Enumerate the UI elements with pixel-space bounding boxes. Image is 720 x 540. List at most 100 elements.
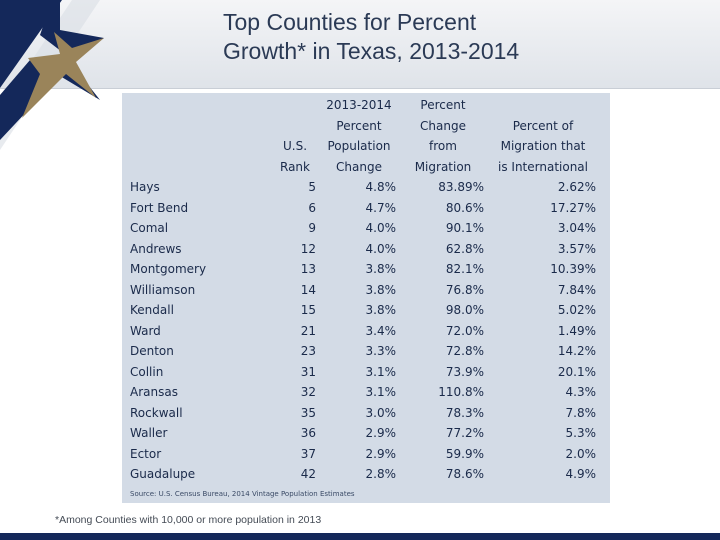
header-line: Population — [327, 139, 391, 153]
table-row: Ward 21 3.4% 72.0% 1.49% — [127, 321, 599, 342]
migration-cell: 77.2% — [445, 426, 484, 440]
table-row: Andrews 12 4.0% 62.8% 3.57% — [127, 239, 599, 260]
table-row: Denton 23 3.3% 72.8% 14.2% — [127, 341, 599, 362]
international-cell: 2.0% — [565, 446, 597, 461]
county-cell: Hays — [130, 180, 160, 194]
header-line: Percent — [336, 118, 382, 133]
header-line: U.S. — [282, 139, 308, 153]
pop-change-cell: 3.0% — [365, 405, 397, 420]
bottom-bar — [0, 533, 720, 540]
international-cell: 2.62% — [557, 180, 596, 194]
rank-cell: 31 — [300, 364, 316, 379]
table-row: Hays 5 4.8% 83.89% 2.62% — [127, 177, 599, 198]
county-cell: Waller — [130, 426, 168, 440]
international-column-header: Percent of Migration that is Internation… — [487, 95, 599, 177]
header-line: Migration that — [500, 139, 586, 153]
table-row: Comal 9 4.0% 90.1% 3.04% — [127, 218, 599, 239]
migration-cell: 83.89% — [438, 180, 484, 194]
header-line: Change — [336, 159, 382, 174]
international-cell: 14.2% — [557, 344, 596, 358]
international-cell: 3.04% — [557, 221, 596, 235]
title-line-2: Growth* in Texas, 2013-2014 — [223, 38, 520, 64]
pop-change-cell: 3.8% — [365, 282, 397, 297]
header-line: Migration — [414, 159, 472, 174]
pop-change-cell: 4.0% — [365, 221, 397, 235]
rank-cell: 42 — [300, 467, 316, 481]
rank-cell: 14 — [300, 282, 316, 297]
footnote: *Among Counties with 10,000 or more popu… — [55, 514, 322, 526]
pop-change-cell: 4.7% — [365, 200, 397, 215]
migration-column-header: Percent Change from Migration — [399, 95, 487, 177]
rank-cell: 6 — [308, 200, 316, 215]
table-body: Hays 5 4.8% 83.89% 2.62% Fort Bend 6 4.7% 80.6% 1… — [127, 177, 599, 485]
table-header-row: U.S. Rank 2013-2014 Percent Population C… — [127, 95, 599, 177]
migration-cell: 110.8% — [438, 385, 484, 399]
header-line: Rank — [280, 159, 310, 174]
title-line-1: Top Counties for Percent — [223, 9, 477, 35]
data-table-container: U.S. Rank 2013-2014 Percent Population C… — [122, 93, 610, 503]
international-cell: 7.8% — [565, 405, 597, 420]
county-cell: Collin — [130, 364, 164, 379]
header-line: Change — [420, 118, 466, 133]
source-note: Source: U.S. Census Bureau, 2014 Vintage… — [130, 490, 355, 498]
star-logo-icon — [0, 0, 104, 150]
rank-cell: 35 — [300, 405, 316, 420]
migration-cell: 78.3% — [445, 405, 484, 420]
rank-cell: 23 — [300, 344, 316, 358]
rank-cell: 21 — [300, 323, 316, 338]
county-cell: Montgomery — [130, 262, 207, 276]
header-line: is International — [498, 159, 588, 174]
pop-change-cell: 3.4% — [365, 323, 397, 338]
pop-change-cell: 2.9% — [365, 426, 397, 440]
pop-change-cell: 3.3% — [365, 344, 397, 358]
county-cell: Kendall — [130, 303, 174, 317]
rank-cell: 15 — [300, 303, 316, 317]
pop-change-cell: 4.8% — [365, 180, 397, 194]
pop-change-cell: 3.1% — [365, 364, 397, 379]
table-row: Aransas 32 3.1% 110.8% 4.3% — [127, 382, 599, 403]
header-line: Percent — [420, 98, 466, 112]
county-cell: Rockwall — [130, 405, 183, 420]
county-cell: Comal — [130, 221, 169, 235]
table-row: Montgomery 13 3.8% 82.1% 10.39% — [127, 259, 599, 280]
international-cell: 3.57% — [557, 241, 596, 256]
county-column-header — [127, 95, 271, 177]
rank-cell: 12 — [300, 241, 316, 256]
pop-change-cell: 3.8% — [365, 303, 397, 317]
pop-change-cell: 3.1% — [365, 385, 397, 399]
county-cell: Ward — [130, 323, 161, 338]
county-cell: Andrews — [130, 241, 182, 256]
migration-cell: 78.6% — [445, 467, 484, 481]
county-growth-table: U.S. Rank 2013-2014 Percent Population C… — [127, 95, 599, 485]
migration-cell: 73.9% — [445, 364, 484, 379]
pop-change-cell: 2.9% — [365, 446, 397, 461]
county-cell: Williamson — [130, 282, 196, 297]
table-row: Fort Bend 6 4.7% 80.6% 17.27% — [127, 198, 599, 219]
table-row: Waller 36 2.9% 77.2% 5.3% — [127, 423, 599, 444]
table-row: Rockwall 35 3.0% 78.3% 7.8% — [127, 403, 599, 424]
county-cell: Guadalupe — [130, 467, 196, 481]
migration-cell: 62.8% — [445, 241, 484, 256]
pop-change-cell: 3.8% — [365, 262, 397, 276]
header-line: Percent of — [512, 118, 574, 133]
pop-change-cell: 2.8% — [365, 467, 397, 481]
slide-title: Top Counties for Percent Growth* in Texa… — [223, 8, 703, 66]
migration-cell: 72.0% — [445, 323, 484, 338]
migration-cell: 59.9% — [445, 446, 484, 461]
international-cell: 4.9% — [565, 467, 597, 481]
migration-cell: 82.1% — [445, 262, 484, 276]
international-cell: 7.84% — [557, 282, 596, 297]
migration-cell: 72.8% — [445, 344, 484, 358]
table-row: Kendall 15 3.8% 98.0% 5.02% — [127, 300, 599, 321]
international-cell: 5.02% — [557, 303, 596, 317]
rank-cell: 32 — [300, 385, 316, 399]
international-cell: 4.3% — [565, 385, 597, 399]
county-cell: Ector — [130, 446, 162, 461]
table-row: Collin 31 3.1% 73.9% 20.1% — [127, 362, 599, 383]
header-panel — [0, 0, 720, 89]
rank-column-header: U.S. Rank — [271, 95, 319, 177]
migration-cell: 90.1% — [445, 221, 484, 235]
rank-cell: 37 — [300, 446, 316, 461]
migration-cell: 80.6% — [445, 200, 484, 215]
migration-cell: 76.8% — [445, 282, 484, 297]
